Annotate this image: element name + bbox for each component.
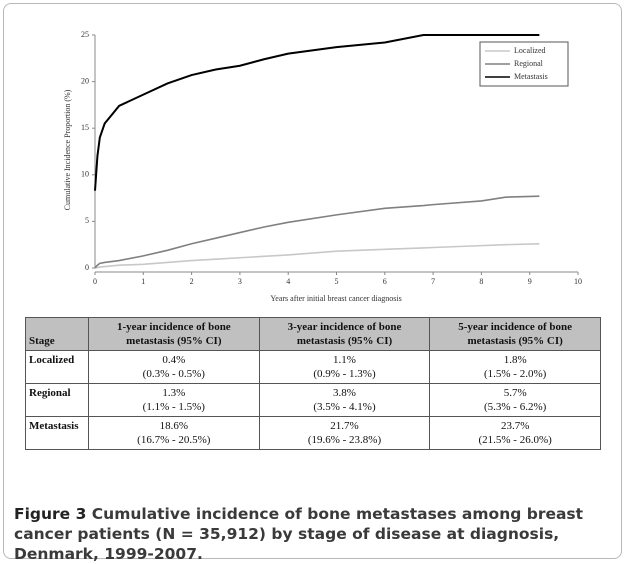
x-tick-label: 0 xyxy=(93,277,97,286)
value-cell: 5.7% (5.3% - 6.2%) xyxy=(429,383,601,417)
x-tick-label: 7 xyxy=(431,277,435,286)
incidence-value: 1.8% xyxy=(503,354,527,366)
header-cell: Stage xyxy=(25,317,89,351)
incidence-value: 18.6% xyxy=(159,420,189,432)
series-line xyxy=(94,34,540,191)
figure-frame xyxy=(3,3,622,559)
value-cell: 1.1% (0.9% - 1.3%) xyxy=(258,350,431,384)
incidence-value: 1.1% xyxy=(333,354,356,366)
incidence-value: 3.8% xyxy=(333,387,356,399)
legend-label: Metastasis xyxy=(514,72,548,81)
y-tick-label: 5 xyxy=(85,216,89,225)
confidence-interval: (1.1% - 1.5%) xyxy=(142,401,205,413)
x-tick-label: 9 xyxy=(528,277,532,286)
stage-cell: Metastasis xyxy=(25,416,89,450)
incidence-value: 0.4% xyxy=(162,354,186,366)
value-cell: 18.6% (16.7% - 20.5%) xyxy=(88,416,260,450)
incidence-value: 23.7% xyxy=(500,420,530,432)
table-row: Localized 0.4% (0.3% - 0.5%) 1.1% (0.9% - 1.… xyxy=(25,350,601,384)
y-tick-label: 20 xyxy=(81,76,89,85)
confidence-interval: (19.6% - 23.8%) xyxy=(307,434,382,446)
table-row: Metastasis 18.6% (16.7% - 20.5%) 21.7% (19.6… xyxy=(25,416,601,450)
incidence-value: 5.7% xyxy=(503,387,527,399)
x-tick-label: 2 xyxy=(190,277,194,286)
x-tick-label: 5 xyxy=(335,277,339,286)
x-tick-label: 1 xyxy=(141,277,145,286)
value-cell: 21.7% (19.6% - 23.8%) xyxy=(258,416,431,450)
confidence-interval: (1.5% - 2.0%) xyxy=(483,368,547,380)
series-line xyxy=(94,242,540,269)
value-cell: 1.3% (1.1% - 1.5%) xyxy=(88,383,260,417)
chart: Cumulative Incidence Proportion (%) Year… xyxy=(63,30,582,303)
confidence-interval: (3.5% - 4.1%) xyxy=(313,401,376,413)
y-tick-label: 15 xyxy=(81,123,89,132)
x-tick-label: 6 xyxy=(383,277,387,286)
confidence-interval: (21.5% - 26.0%) xyxy=(478,434,552,446)
confidence-interval: (5.3% - 6.2%) xyxy=(483,401,547,413)
value-cell: 1.8% (1.5% - 2.0%) xyxy=(429,350,601,384)
caption-label: Figure 3 xyxy=(14,505,87,523)
header-cell: 3-year incidence of bone metastasis (95%… xyxy=(258,317,431,351)
value-cell: 0.4% (0.3% - 0.5%) xyxy=(88,350,260,384)
y-tick-label: 25 xyxy=(81,30,89,39)
series-line xyxy=(94,195,540,269)
x-axis-label: Years after initial breast cancer diagno… xyxy=(270,294,401,303)
x-tick-label: 10 xyxy=(574,277,582,286)
value-cell: 23.7% (21.5% - 26.0%) xyxy=(429,416,601,450)
confidence-interval: (16.7% - 20.5%) xyxy=(137,434,211,446)
incidence-value: 21.7% xyxy=(330,420,359,432)
x-tick-label: 8 xyxy=(479,277,483,286)
legend-label: Regional xyxy=(514,59,544,68)
caption-text: Cumulative incidence of bone metastases … xyxy=(14,505,584,563)
header-row: Stage 1-year incidence of bone metastasis… xyxy=(25,317,601,351)
header-cell: 5-year incidence of bone metastasis (95%… xyxy=(429,317,601,351)
table-row: Regional 1.3% (1.1% - 1.5%) 3.8% (3.5% - 4.1… xyxy=(25,383,601,417)
confidence-interval: (0.3% - 0.5%) xyxy=(142,368,205,380)
value-cell: 3.8% (3.5% - 4.1%) xyxy=(258,383,431,417)
header-cell: 1-year incidence of bone metastasis (95%… xyxy=(88,317,260,351)
stage-cell: Localized xyxy=(25,350,89,384)
confidence-interval: (0.9% - 1.3%) xyxy=(313,368,376,380)
y-tick-label: 10 xyxy=(81,170,89,179)
stage-cell: Regional xyxy=(25,383,89,417)
x-tick-label: 4 xyxy=(286,277,290,286)
incidence-table: Stage 1-year incidence of bone metastasis… xyxy=(25,317,601,450)
incidence-value: 1.3% xyxy=(162,387,186,399)
legend-label: Localized xyxy=(514,46,546,55)
y-axis-label: Cumulative Incidence Proportion (%) xyxy=(63,89,72,210)
caption: Figure 3 Cumulative incidence of bone me… xyxy=(14,504,614,564)
x-tick-label: 3 xyxy=(238,277,242,286)
y-tick-label: 0 xyxy=(85,263,89,272)
